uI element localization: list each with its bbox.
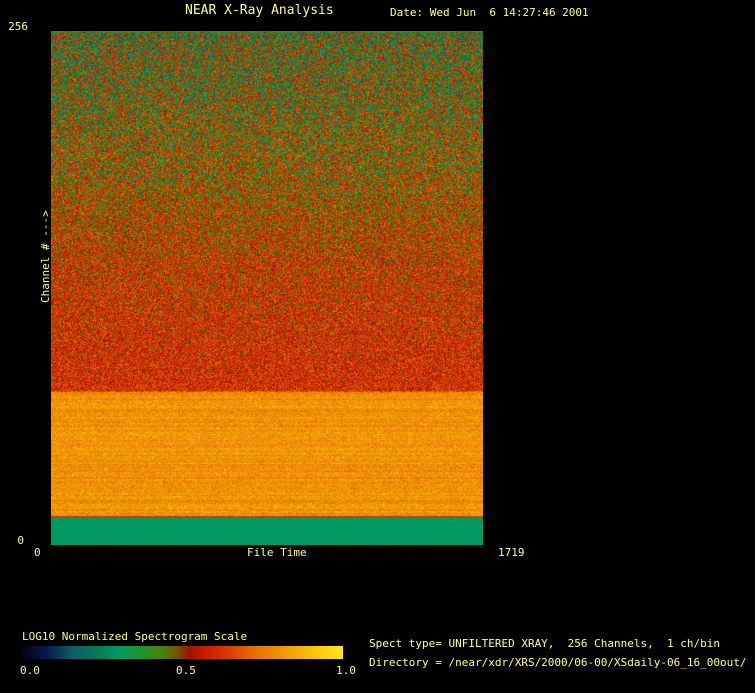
y-axis-tick-min: 0: [17, 534, 24, 547]
colorbar-tick-0: 0.0: [20, 664, 40, 677]
x-axis-label: File Time: [247, 546, 307, 559]
spect-type-info: Spect type= UNFILTERED XRAY, 256 Channel…: [369, 637, 720, 650]
y-axis-tick-max: 256: [8, 20, 28, 33]
colorbar-tick-2: 1.0: [336, 664, 356, 677]
date-label: Date: Wed Jun 6 14:27:46 2001: [390, 6, 589, 19]
spectrogram-plot: [51, 31, 483, 545]
x-axis-tick-max: 1719: [498, 546, 525, 559]
page-title: NEAR X-Ray Analysis: [185, 3, 334, 18]
x-axis-tick-min: 0: [34, 546, 41, 559]
colorbar-tick-1: 0.5: [176, 664, 196, 677]
colorbar-label: LOG10 Normalized Spectrogram Scale: [22, 630, 248, 643]
colorbar-gradient: [22, 646, 343, 659]
directory-info: Directory = /near/xdr/XRS/2000/06-00/XSd…: [369, 656, 747, 669]
